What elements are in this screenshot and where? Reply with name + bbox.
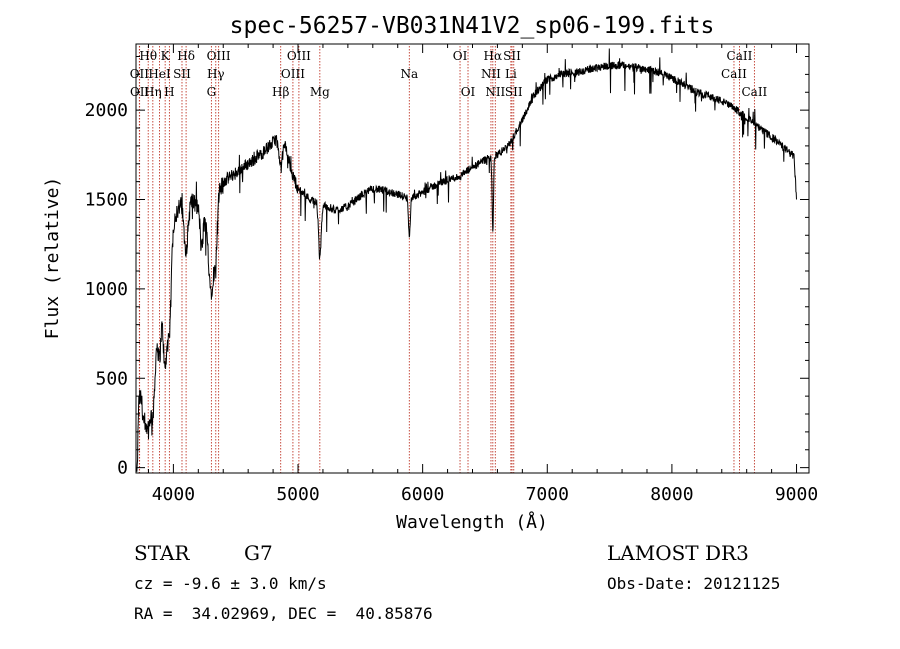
- spectral-line-label: NII: [485, 85, 505, 99]
- spectral-line-label: HeI: [148, 67, 171, 81]
- chart-title: spec-56257-VB031N41V2_sp06-199.fits: [230, 13, 715, 39]
- spectral-line-label: Hα: [484, 49, 503, 63]
- x-tick-label: 6000: [401, 484, 444, 505]
- spectral-line-label: CaII: [727, 49, 753, 63]
- survey-name: LAMOST DR3: [607, 541, 749, 565]
- y-axis-ticks: 0 500 1000 1500 2000: [85, 56, 809, 479]
- x-axis-ticks: 4000 5000 6000 7000 8000 9000: [147, 44, 818, 505]
- x-axis-label: Wavelength (Å): [396, 511, 548, 533]
- plot-frame: [135, 43, 810, 474]
- spectral-line-label: OIII: [287, 49, 311, 63]
- spectral-line-label: Hβ: [272, 85, 289, 99]
- redshift-text: cz = -9.6 ± 3.0 km/s: [134, 574, 327, 593]
- y-tick-label: 2000: [85, 100, 128, 121]
- spectral-line-label: SII: [503, 49, 521, 63]
- spectral-line-label: OI: [453, 49, 468, 63]
- spectral-line-label: OIII: [207, 49, 231, 63]
- spectral-line-label: SII: [173, 67, 191, 81]
- spectral-line-label: Na: [400, 67, 418, 81]
- spectral-line-label: CaII: [741, 85, 767, 99]
- y-tick-label: 0: [117, 458, 128, 479]
- object-subclass: G7: [244, 541, 273, 565]
- x-tick-label: 9000: [775, 484, 818, 505]
- spectral-line-label: OIII: [281, 67, 305, 81]
- y-tick-label: 500: [95, 368, 128, 389]
- spectral-line-label: K: [161, 49, 171, 63]
- y-tick-label: 1500: [85, 190, 128, 211]
- spectral-line-label: SII: [505, 85, 523, 99]
- spectrum-line: [136, 48, 797, 472]
- spectral-line-label: Li: [505, 67, 517, 81]
- spectral-line-label: Hδ: [177, 49, 195, 63]
- spectral-line-label: NII: [481, 67, 501, 81]
- spectral-line-label: Hη: [144, 85, 162, 99]
- x-tick-label: 7000: [526, 484, 569, 505]
- observation-date: Obs-Date: 20121125: [607, 574, 781, 593]
- object-class: STAR: [134, 541, 190, 565]
- x-tick-label: 8000: [650, 484, 693, 505]
- spectral-line-label: Hγ: [207, 67, 225, 81]
- spectral-line-markers: [138, 46, 755, 473]
- y-axis-label: Flux (relative): [42, 177, 63, 340]
- spectral-line-label: Hθ: [139, 49, 157, 63]
- spectral-line-label: OI: [461, 85, 476, 99]
- spectral-line-label: G: [207, 85, 217, 99]
- coordinates-text: RA = 34.02969, DEC = 40.85876: [134, 604, 433, 623]
- spectral-line-label: CaII: [721, 67, 747, 81]
- x-tick-label: 4000: [152, 484, 195, 505]
- y-tick-label: 1000: [85, 279, 128, 300]
- x-tick-label: 5000: [276, 484, 319, 505]
- spectral-line-label: H: [164, 85, 174, 99]
- spectral-line-label: Mg: [310, 85, 330, 99]
